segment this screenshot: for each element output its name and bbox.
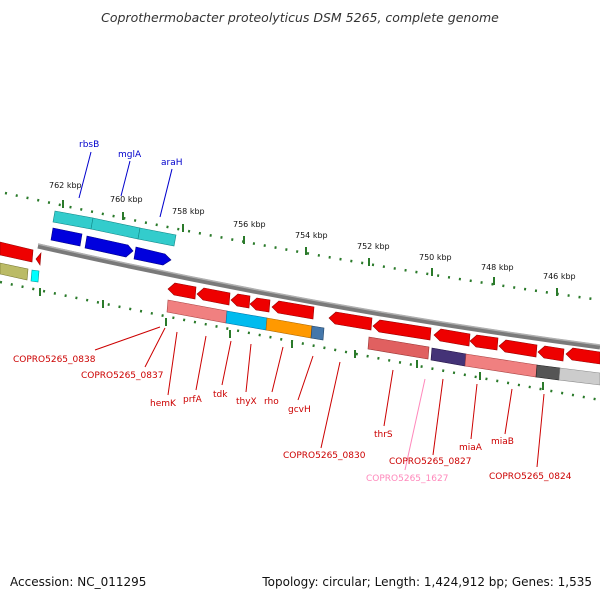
genome-backbone: [37, 243, 600, 350]
scale-label: 750 kbp: [419, 253, 452, 262]
gene-label-mglA: mglA: [118, 150, 142, 160]
scale-label: 760 kbp: [110, 195, 143, 204]
left-feature-bar: [0, 262, 29, 281]
pseudo-gene-leader: [404, 378, 426, 471]
left-gene-arrow: [35, 252, 42, 266]
gene-label-COPRO5265_1627: COPRO5265_1627: [366, 474, 448, 484]
gene-label-COPRO5265_0838: COPRO5265_0838: [13, 355, 96, 365]
reverse-gene-leaders: [94, 326, 545, 468]
gene-label-tdk: tdk: [213, 390, 228, 400]
gene-label-thyX: thyX: [236, 397, 257, 407]
gene-label-COPRO5265_0830: COPRO5265_0830: [283, 451, 366, 461]
scale-label: 756 kbp: [233, 220, 266, 229]
scale-label: 754 kbp: [295, 231, 328, 240]
reverse-feature-bars: [166, 299, 600, 386]
accession-text: Accession: NC_011295: [10, 575, 147, 589]
scale-label: 758 kbp: [172, 207, 205, 216]
gene-label-COPRO5265_0837: COPRO5265_0837: [81, 371, 163, 381]
reverse-gene-arrows: [167, 282, 600, 365]
left-gene-arrow: [0, 241, 34, 263]
gene-label-miaB: miaB: [491, 437, 514, 447]
gene-label-thrS: thrS: [374, 430, 393, 440]
gene-label-araH: araH: [161, 158, 183, 168]
gene-label-hemK: hemK: [150, 399, 177, 409]
scale-label: 746 kbp: [543, 272, 576, 281]
outer-major-ticks: [62, 200, 558, 296]
scale-label: 762 kbp: [49, 181, 82, 190]
left-feature-bar: [30, 269, 40, 283]
gene-label-prfA: prfA: [183, 395, 203, 405]
forward-gene-arrows: [50, 227, 172, 266]
genome-title: Coprothermobacter proteolyticus DSM 5265…: [101, 10, 499, 25]
forward-gene-leaders: [78, 151, 173, 218]
gene-label-gcvH: gcvH: [288, 405, 311, 415]
forward-feature-bars: [52, 210, 177, 247]
gene-label-rbsB: rbsB: [79, 140, 99, 150]
gene-label-miaA: miaA: [459, 443, 483, 453]
gene-label-rho: rho: [264, 397, 279, 407]
scale-label: 752 kbp: [357, 242, 390, 251]
scale-label: 748 kbp: [481, 263, 514, 272]
gene-label-COPRO5265_0827: COPRO5265_0827: [389, 457, 471, 467]
genome-stats-text: Topology: circular; Length: 1,424,912 bp…: [262, 575, 592, 589]
gene-label-COPRO5265_0824: COPRO5265_0824: [489, 472, 572, 482]
inner-major-ticks: [39, 288, 544, 390]
